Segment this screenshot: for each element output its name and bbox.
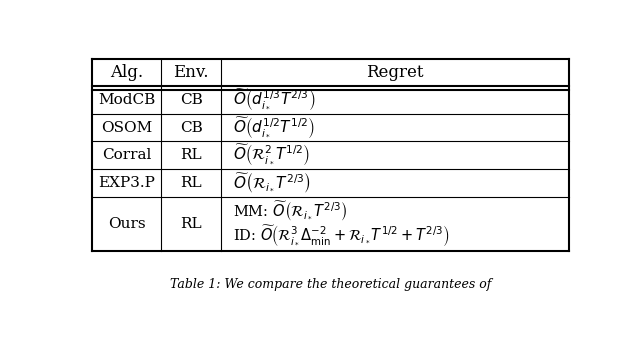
Text: RL: RL xyxy=(180,217,202,231)
Text: $\widetilde{O}\left(\mathcal{R}_{i_*}^{2}T^{1/2}\right)$: $\widetilde{O}\left(\mathcal{R}_{i_*}^{2… xyxy=(234,143,310,167)
Text: $\widetilde{O}\left(d_{i_*}^{1/2}T^{1/2}\right)$: $\widetilde{O}\left(d_{i_*}^{1/2}T^{1/2}… xyxy=(234,116,315,140)
Text: RL: RL xyxy=(180,148,202,162)
Text: MM: $\widetilde{O}\left(\mathcal{R}_{i_*}T^{2/3}\right)$: MM: $\widetilde{O}\left(\mathcal{R}_{i_*… xyxy=(234,200,348,223)
Text: EXP3.P: EXP3.P xyxy=(99,176,156,190)
Text: Ours: Ours xyxy=(108,217,146,231)
Text: OSOM: OSOM xyxy=(101,121,152,134)
Text: Table 1: We compare the theoretical guarantees of: Table 1: We compare the theoretical guar… xyxy=(170,278,491,291)
Text: Alg.: Alg. xyxy=(110,64,143,81)
Text: $\widetilde{O}\left(d_{i_*}^{1/3}T^{2/3}\right)$: $\widetilde{O}\left(d_{i_*}^{1/3}T^{2/3}… xyxy=(234,88,316,112)
Text: RL: RL xyxy=(180,176,202,190)
Text: Regret: Regret xyxy=(366,64,424,81)
Text: ID: $\widetilde{O}\left(\mathcal{R}_{i_*}^{3}\Delta_{\mathrm{min}}^{-2} + \mathc: ID: $\widetilde{O}\left(\mathcal{R}_{i_*… xyxy=(234,224,450,248)
Text: ModCB: ModCB xyxy=(99,93,156,107)
Text: Corral: Corral xyxy=(102,148,152,162)
Text: CB: CB xyxy=(180,121,203,134)
Text: Env.: Env. xyxy=(173,64,209,81)
Text: CB: CB xyxy=(180,93,203,107)
Text: $\widetilde{O}\left(\mathcal{R}_{i_*}T^{2/3}\right)$: $\widetilde{O}\left(\mathcal{R}_{i_*}T^{… xyxy=(234,171,312,195)
